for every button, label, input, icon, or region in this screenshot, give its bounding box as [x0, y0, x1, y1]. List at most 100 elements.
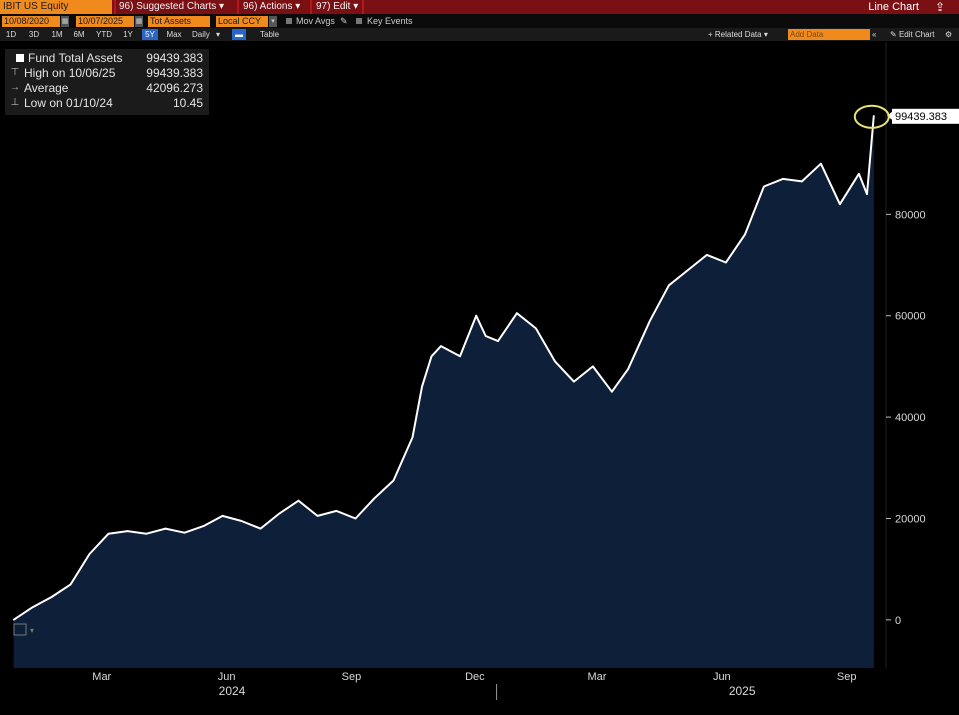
range-button[interactable]: 3D	[28, 30, 40, 39]
checkbox-icon[interactable]	[286, 18, 292, 24]
data-point	[88, 553, 91, 555]
mov-avgs-toggle[interactable]: Mov Avgs	[296, 16, 335, 26]
data-point	[866, 193, 868, 195]
suggested-charts-menu[interactable]: 96) Suggested Charts ▾	[119, 1, 225, 12]
data-point	[687, 269, 689, 271]
data-point	[50, 596, 53, 598]
x-tick-label: Mar	[588, 671, 607, 683]
add-data-input[interactable]: Add Data	[788, 29, 870, 40]
data-point	[421, 385, 423, 388]
data-point	[627, 368, 629, 370]
data-point	[278, 512, 281, 515]
data-point	[12, 619, 15, 621]
edit-menu[interactable]: 97) Edit ▾	[316, 1, 359, 12]
data-point	[706, 254, 708, 256]
checkbox-icon[interactable]	[356, 18, 362, 24]
data-point	[839, 203, 841, 205]
range-button[interactable]: 6M	[73, 30, 85, 39]
data-point	[592, 365, 594, 368]
calendar-icon[interactable]: ▦	[135, 16, 143, 27]
export-icon[interactable]: ⇪	[934, 0, 945, 14]
x-year-label: 2025	[729, 684, 756, 698]
field-selector[interactable]: Tot Assets	[148, 16, 210, 27]
data-point	[611, 390, 613, 393]
range-button[interactable]: Max	[166, 30, 182, 39]
data-point	[354, 517, 357, 520]
data-point	[497, 340, 499, 342]
range-button[interactable]: 1Y	[123, 30, 133, 39]
data-point	[316, 515, 319, 517]
x-tick-label: Jun	[713, 671, 731, 683]
data-point	[535, 327, 537, 330]
x-tick-label: Sep	[342, 671, 362, 683]
range-bar: 1D 3D 1M 6M YTD 1Y 5Y Max Daily ▾ ▬ Tabl…	[0, 28, 959, 41]
data-point	[858, 173, 860, 175]
data-point	[221, 515, 224, 517]
average-marker-icon: →	[10, 82, 20, 93]
data-point	[373, 497, 376, 500]
range-button[interactable]: YTD	[96, 30, 112, 39]
edit-chart-button[interactable]: ✎ Edit Chart	[890, 29, 935, 40]
ticker-field[interactable]: IBIT US Equity	[0, 0, 112, 14]
data-point	[475, 314, 478, 317]
data-point	[126, 530, 129, 532]
data-point	[782, 178, 784, 180]
end-date-field[interactable]: 10/07/2025	[76, 16, 134, 27]
start-date-field[interactable]: 10/08/2020	[2, 16, 60, 27]
table-button[interactable]: Table	[260, 30, 280, 39]
data-point	[484, 335, 487, 337]
data-point	[69, 583, 72, 586]
data-point	[440, 345, 442, 347]
range-button[interactable]: 1D	[5, 30, 17, 39]
range-button-active[interactable]: 5Y	[142, 29, 158, 40]
legend-series-value: 99439.383	[146, 51, 203, 65]
x-tick-label: Jun	[218, 671, 236, 683]
legend-low-value: 10.45	[172, 96, 203, 110]
data-point	[801, 180, 803, 183]
calendar-icon[interactable]: ▦	[61, 16, 69, 27]
data-point	[725, 261, 727, 264]
chevron-down-icon[interactable]: ▾	[269, 16, 277, 27]
data-point	[297, 499, 300, 502]
last-value-label: 99439.383	[895, 111, 947, 123]
data-point	[430, 355, 433, 358]
collapse-icon[interactable]: «	[872, 30, 877, 39]
data-point	[145, 532, 148, 535]
legend-average-label: Average	[24, 81, 69, 95]
pencil-icon: ✎	[890, 30, 897, 39]
chevron-down-icon[interactable]: ▾	[216, 30, 221, 39]
edit-chart-label: Edit Chart	[898, 30, 935, 39]
data-point	[240, 520, 243, 522]
gear-icon[interactable]: ⚙	[945, 30, 953, 39]
currency-selector[interactable]: Local CCY	[216, 16, 268, 27]
pencil-icon[interactable]: ✎	[340, 16, 348, 26]
data-point	[573, 380, 575, 383]
zoom-icon	[13, 623, 27, 636]
data-point	[820, 162, 822, 165]
chart-view-icon[interactable]: ▬	[232, 29, 246, 40]
y-tick-label: 40000	[895, 412, 926, 424]
key-events-toggle[interactable]: Key Events	[367, 16, 413, 26]
peak-highlight-ellipse	[853, 104, 890, 129]
data-point	[164, 527, 167, 530]
chart-type-title[interactable]: Line Chart	[868, 1, 919, 13]
frequency-selector[interactable]: Daily	[192, 30, 210, 39]
toolbar-divider	[310, 0, 312, 14]
toolbar-divider	[362, 0, 364, 14]
x-tick-label: Mar	[92, 671, 111, 683]
series-line	[13, 115, 875, 621]
series-area	[13, 115, 874, 669]
data-point	[763, 185, 765, 188]
data-point	[183, 531, 186, 534]
y-tick-label: 80000	[895, 209, 926, 221]
related-data-menu[interactable]: + Related Data ▾	[708, 30, 768, 39]
settings-bar: 10/08/2020 ▦ 10/07/2025 ▦ Tot Assets Loc…	[0, 14, 959, 28]
range-button[interactable]: 1M	[51, 30, 63, 39]
y-tick-label: 60000	[895, 311, 926, 323]
data-point	[744, 233, 746, 236]
actions-menu[interactable]: 96) Actions ▾	[243, 1, 301, 12]
toolbar-divider	[114, 0, 116, 14]
data-point	[459, 355, 461, 358]
y-tick-label: 0	[895, 615, 901, 627]
